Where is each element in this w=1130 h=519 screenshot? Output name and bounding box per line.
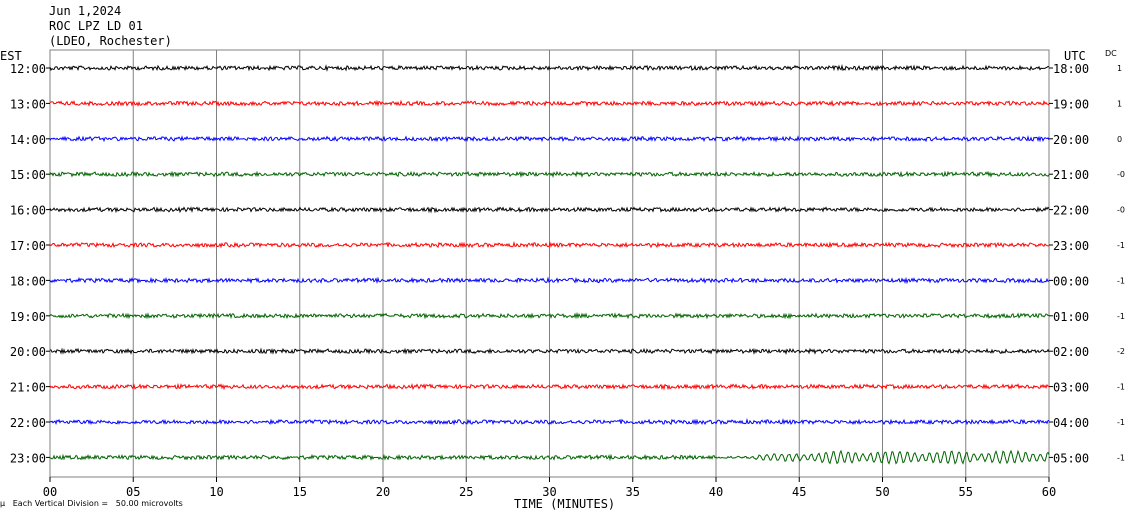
dc-value-9: -1 (1117, 383, 1125, 392)
trace-2000 (49, 347, 1050, 356)
right-axis-title: UTC (1064, 49, 1086, 63)
utc-label-10: 04:00 (1053, 416, 1089, 430)
x-tick-label-50: 50 (875, 485, 889, 499)
x-tick-label-15: 15 (293, 485, 307, 499)
x-tick-label-45: 45 (792, 485, 806, 499)
x-tick-label-40: 40 (709, 485, 723, 499)
micro-mark: µ (0, 499, 6, 508)
x-tick-label-60: 60 (1042, 485, 1056, 499)
x-tick-label-35: 35 (626, 485, 640, 499)
est-label-11: 23:00 (10, 451, 46, 465)
trace-1200 (49, 64, 1050, 72)
trace-1600 (49, 205, 1050, 214)
x-tick-label-10: 10 (209, 485, 223, 499)
dc-value-10: -1 (1117, 418, 1125, 427)
est-label-1: 13:00 (10, 97, 46, 111)
utc-label-1: 19:00 (1053, 97, 1089, 111)
trace-2100 (49, 382, 1050, 391)
trace-1400 (49, 134, 1050, 143)
header-station: ROC LPZ LD 01 (49, 19, 143, 33)
label-group: EST UTC DC TIME (MINUTES) 00 05 10 15 20 25 30… (0, 49, 1125, 511)
utc-label-11: 05:00 (1053, 451, 1089, 465)
utc-label-9: 03:00 (1053, 381, 1089, 395)
est-label-3: 15:00 (10, 168, 46, 182)
header-date: Jun 1,2024 (49, 4, 122, 18)
trace-1300 (49, 99, 1050, 108)
est-label-9: 21:00 (10, 381, 46, 395)
scale-note: Each Vertical Division = 50.00 microvolt… (12, 499, 183, 508)
dc-value-6: -1 (1117, 276, 1125, 285)
dc-value-11: -1 (1117, 453, 1125, 462)
dc-value-8: -2 (1117, 347, 1125, 356)
est-label-4: 16:00 (10, 204, 46, 218)
trace-1900 (49, 311, 1050, 320)
trace-group (49, 64, 1050, 465)
trace-2300 (49, 449, 1050, 465)
est-label-5: 17:00 (10, 239, 46, 253)
est-label-0: 12:00 (10, 62, 46, 76)
scale-note-row: µ Each Vertical Division = 50.00 microvo… (0, 499, 183, 508)
dc-value-1: 1 (1117, 99, 1122, 108)
est-label-10: 22:00 (10, 416, 46, 430)
dc-value-3: -0 (1117, 170, 1125, 179)
est-label-7: 19:00 (10, 310, 46, 324)
trace-1500 (49, 170, 1050, 179)
utc-label-2: 20:00 (1053, 133, 1089, 147)
utc-label-3: 21:00 (1053, 168, 1089, 182)
x-tick-label-00: 00 (43, 485, 57, 499)
dc-value-5: -1 (1117, 241, 1125, 250)
time-axis-label: TIME (MINUTES) (514, 497, 615, 511)
utc-label-4: 22:00 (1053, 204, 1089, 218)
utc-label-6: 00:00 (1053, 274, 1089, 288)
header-network: (LDEO, Rochester) (49, 34, 172, 48)
est-label-2: 14:00 (10, 133, 46, 147)
x-tick-label-30: 30 (542, 485, 556, 499)
dc-value-0: 1 (1117, 64, 1122, 73)
x-tick-label-55: 55 (959, 485, 973, 499)
utc-label-0: 18:00 (1053, 62, 1089, 76)
left-axis-title: EST (0, 49, 22, 63)
est-label-8: 20:00 (10, 345, 46, 359)
utc-label-5: 23:00 (1053, 239, 1089, 253)
est-label-6: 18:00 (10, 274, 46, 288)
trace-1800 (49, 276, 1050, 285)
dc-title: DC (1105, 49, 1117, 58)
dc-value-4: -0 (1117, 206, 1125, 215)
utc-label-7: 01:00 (1053, 310, 1089, 324)
x-tick-label-20: 20 (376, 485, 390, 499)
x-tick-label-05: 05 (126, 485, 140, 499)
grid-lines (46, 49, 1053, 482)
x-tick-label-25: 25 (459, 485, 473, 499)
dc-value-7: -1 (1117, 312, 1125, 321)
dc-value-2: 0 (1117, 135, 1122, 144)
trace-1700 (49, 241, 1050, 249)
trace-2200 (49, 418, 1050, 426)
utc-label-8: 02:00 (1053, 345, 1089, 359)
